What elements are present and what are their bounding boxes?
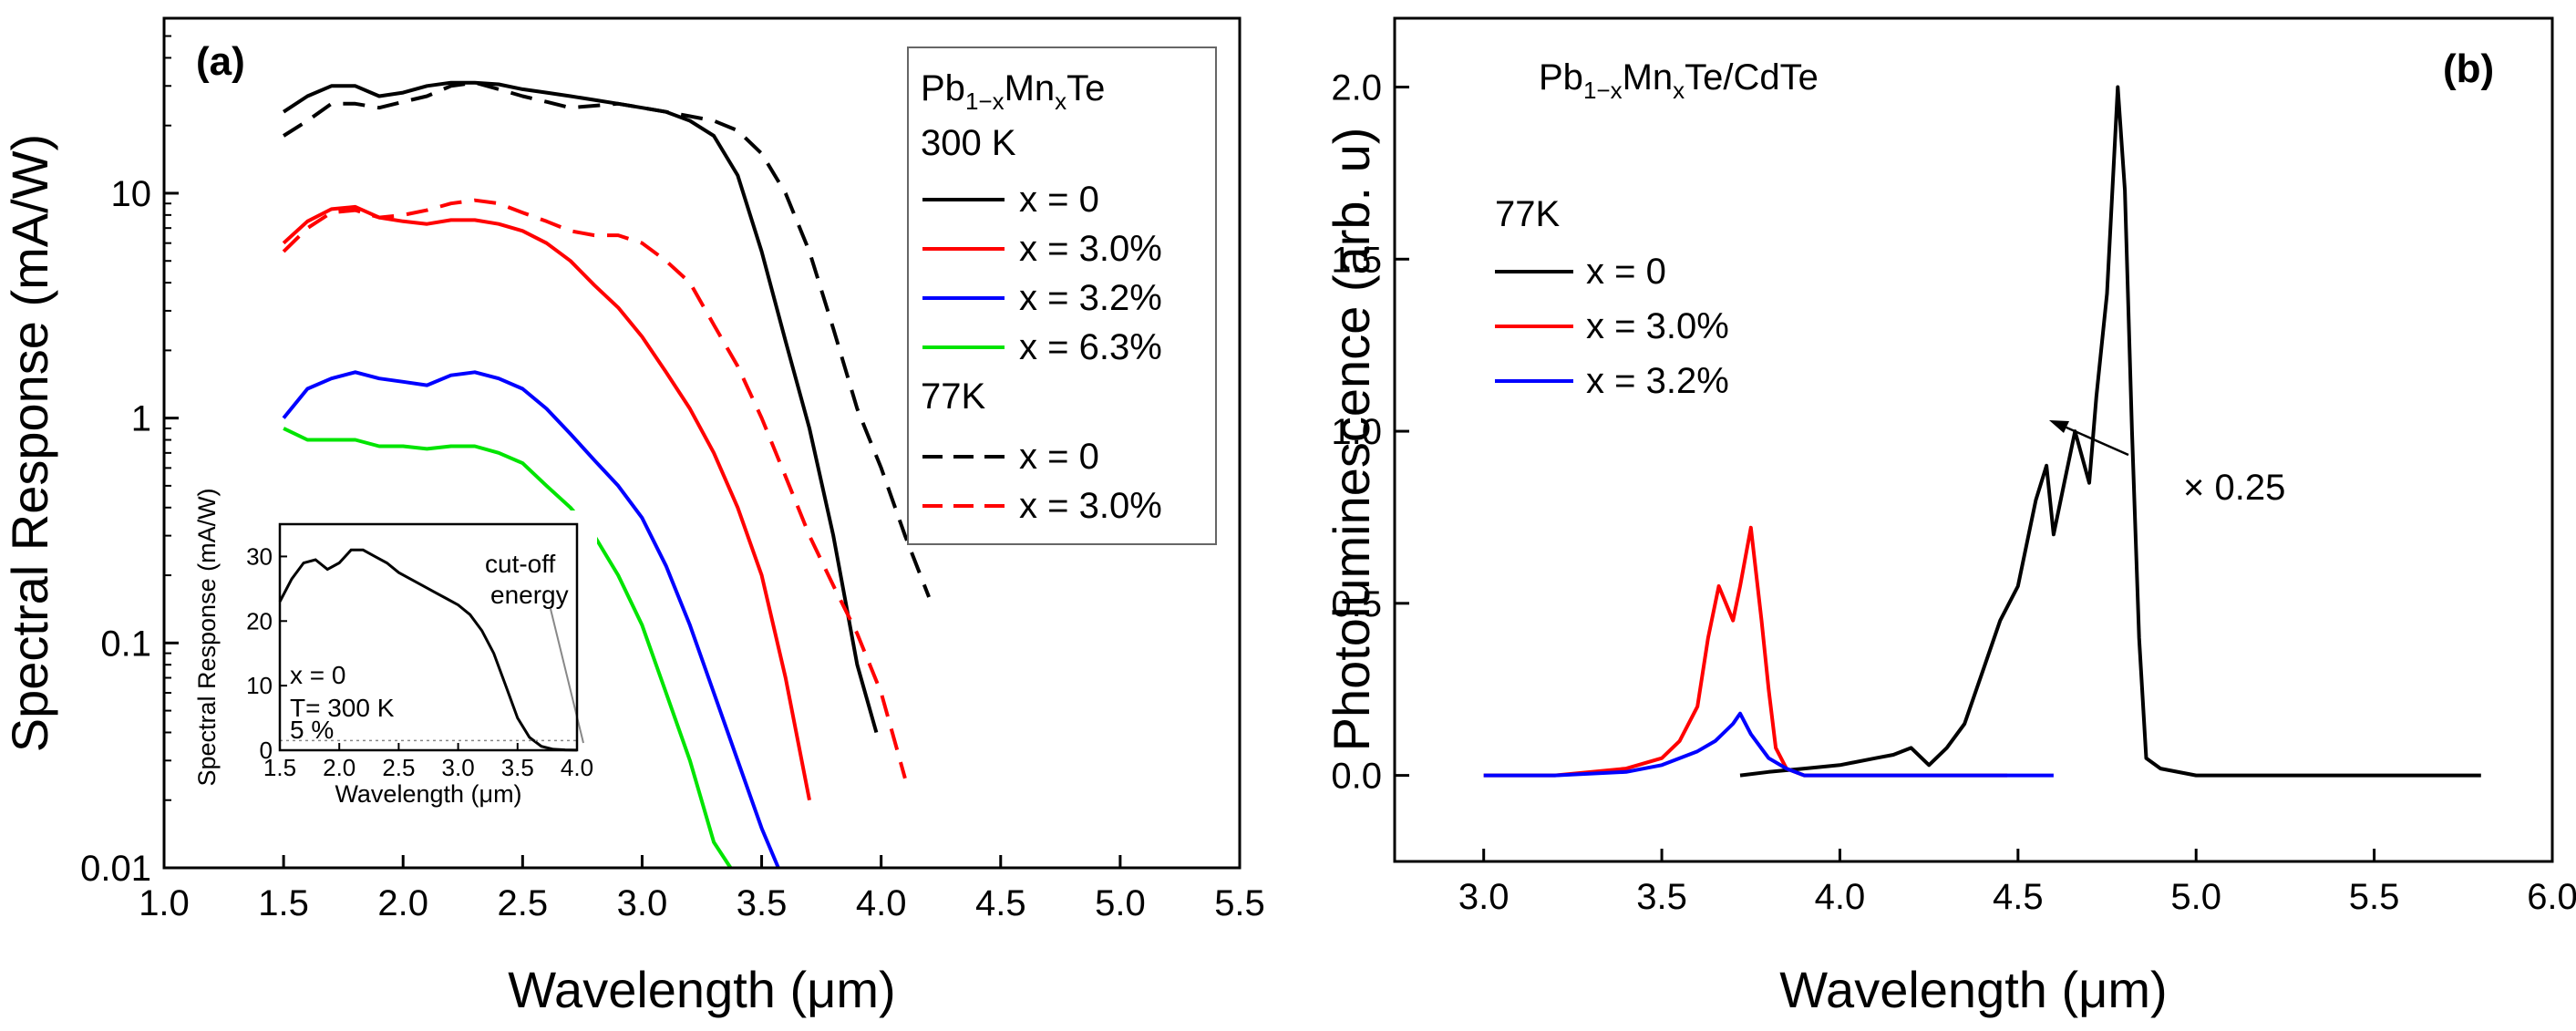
legend-entry-x30-300k: x = 3.0% (1019, 229, 1162, 269)
panel-b-series (1483, 85, 2481, 778)
panel-b-annotation: × 0.25 (2049, 420, 2285, 508)
x-tick-label: 5.0 (1095, 883, 1146, 923)
b-y-tick-label: 1.0 (1331, 412, 1382, 452)
pl-series-x-3-2 (1483, 711, 2054, 778)
inset-x-label: Wavelength (μm) (335, 780, 521, 808)
series-x-3-2-300-k (282, 370, 780, 869)
inset-y-ticks: 0 10 20 30 (246, 542, 287, 764)
x-tick-label: 3.5 (737, 883, 788, 923)
panel-b-title: Pb1−xMnxTe/CdTe (1539, 57, 1819, 104)
panel-a-legend-box (907, 46, 1217, 545)
inset-frame (278, 522, 579, 752)
inset-text-cutoff-2: energy (490, 581, 569, 609)
inset-text-cutoff-1: cut-off (485, 550, 556, 578)
annotation-scale-text: × 0.25 (2183, 468, 2285, 508)
b-x-tick-label: 3.5 (1636, 877, 1687, 917)
x-tick-label: 4.5 (975, 883, 1026, 923)
panel-b-legend-entry-x32: x = 3.2% (1586, 361, 1729, 401)
panel-b-y-label: Photoluminescence (arb. u) (1323, 128, 1380, 752)
inset-series (278, 548, 578, 752)
b-x-tick-label: 3.0 (1458, 877, 1510, 917)
legend-entry-x30-77k: x = 3.0% (1019, 486, 1162, 526)
inset-y-tick-label: 20 (246, 607, 273, 634)
panel-a-inset: 1.5 2.0 2.5 3.0 3.5 4.0 0 10 20 30 Wavelength (μ… (182, 488, 597, 808)
panel-a-series (282, 80, 931, 870)
panel-a-frame (162, 16, 1242, 870)
inset-text-temp: T= 300 K (290, 694, 395, 722)
panel-b-y-ticks: 0.0 0.5 1.0 1.5 2.0 (1331, 68, 1409, 797)
y-tick-label: 1 (131, 399, 151, 439)
legend-entry-x32-300k: x = 3.2% (1019, 278, 1162, 318)
x-tick-label: 5.5 (1214, 883, 1265, 923)
panel-a-y-label: Spectral Response (mA/W) (1, 134, 58, 752)
y-tick-label: 10 (111, 174, 152, 214)
panel-a-legend-group-300k: 300 K (921, 123, 1016, 163)
panel-a-x-label: Wavelength (μm) (508, 961, 895, 1018)
y-tick-label: 0.01 (80, 849, 151, 889)
b-x-tick-label: 5.0 (2170, 877, 2221, 917)
inset-text-x0: x = 0 (290, 661, 345, 689)
panel-b-frame (1393, 16, 2554, 863)
inset-x-tick-label: 3.0 (442, 754, 475, 781)
inset-x-tick-label: 3.5 (501, 754, 534, 781)
inset-x-tick-label: 1.5 (263, 754, 296, 781)
inset-x-tick-label: 2.5 (382, 754, 415, 781)
b-y-tick-label: 0.0 (1331, 757, 1382, 797)
x-tick-label: 1.0 (139, 883, 190, 923)
panel-a-legend-group-77k: 77K (921, 376, 985, 417)
inset-y-tick-label: 0 (260, 737, 273, 764)
panel-a-y-ticks: 0.01 0.1 1 10 (80, 17, 179, 889)
panel-a-legend: Pb1−xMnxTe 300 K x = 0 x = 3.0% x = 3.2%… (907, 46, 1217, 545)
inset-x-ticks: 1.5 2.0 2.5 3.0 3.5 4.0 (263, 743, 593, 781)
x-tick-label: 2.5 (498, 883, 549, 923)
b-x-tick-label: 4.0 (1815, 877, 1866, 917)
annotation-arrow-head (2049, 420, 2069, 433)
inset-y-tick-label: 30 (246, 542, 273, 570)
inset-x-tick-label: 2.0 (323, 754, 355, 781)
series-x-3-0-300-k (282, 204, 811, 801)
x-tick-label: 4.0 (856, 883, 907, 923)
panel-b-legend-entry-x30: x = 3.0% (1586, 306, 1729, 346)
b-x-tick-label: 5.5 (2349, 877, 2400, 917)
inset-y-tick-label: 10 (246, 672, 273, 699)
inset-x-tick-label: 4.0 (561, 754, 593, 781)
series-x-3-0-77k (282, 198, 907, 779)
b-x-tick-label: 6.0 (2527, 877, 2576, 917)
x-tick-label: 2.0 (377, 883, 428, 923)
pl-series-x-0 (1739, 85, 2481, 778)
series-x-0-300-k (283, 80, 879, 734)
pl-series-x-3-0 (1483, 525, 2008, 778)
inset-series-x0 (278, 548, 578, 752)
b-y-tick-label: 1.5 (1331, 240, 1382, 280)
annotation-arrow-line (2057, 422, 2129, 457)
panel-b-label: (b) (2443, 46, 2494, 91)
panel-b-legend: 77K x = 0 x = 3.0% x = 3.2% (1495, 194, 1729, 401)
y-tick-label: 0.1 (100, 624, 151, 664)
panel-b: 3.0 3.5 4.0 4.5 5.0 5.5 6.0 0.0 0.5 1.0 1.5 2.0 Wa… (1323, 16, 2576, 1018)
b-y-tick-label: 2.0 (1331, 68, 1382, 108)
x-tick-label: 3.0 (617, 883, 668, 923)
inset-background (182, 510, 597, 805)
x-tick-label: 1.5 (258, 883, 309, 923)
series-x-0-77k (283, 80, 931, 598)
panel-b-legend-group: 77K (1495, 194, 1560, 234)
legend-entry-x63-300k: x = 6.3% (1019, 327, 1162, 367)
b-x-tick-label: 4.5 (1993, 877, 2044, 917)
inset-y-label: Spectral Response (mA/W) (193, 488, 221, 786)
panel-a-legend-material: Pb1−xMnxTe (921, 68, 1105, 115)
panel-a-label: (a) (196, 39, 245, 84)
panel-a-x-ticks: 1.0 1.5 2.0 2.5 3.0 3.5 4.0 4.5 5.0 5.5 (139, 855, 1265, 923)
legend-entry-x0-77k: x = 0 (1019, 437, 1099, 477)
panel-b-x-label: Wavelength (μm) (1779, 961, 2167, 1018)
series-x-6-3-300-k (283, 427, 733, 870)
panel-b-x-ticks: 3.0 3.5 4.0 4.5 5.0 5.5 6.0 (1458, 849, 2576, 917)
inset-text-percent: 5 % (290, 716, 334, 744)
panel-a: 1.0 1.5 2.0 2.5 3.0 3.5 4.0 4.5 5.0 5.5 0.01 0.1 1 1… (1, 16, 1265, 1018)
panel-b-legend-entry-x0: x = 0 (1586, 252, 1666, 292)
b-y-tick-label: 0.5 (1331, 584, 1382, 624)
legend-entry-x0-300k: x = 0 (1019, 180, 1099, 220)
